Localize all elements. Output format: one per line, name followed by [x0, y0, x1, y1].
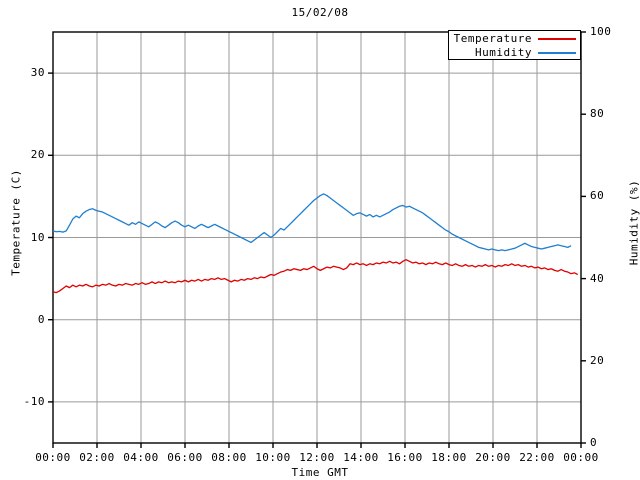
- x-tick-label: 16:00: [387, 451, 423, 464]
- x-tick-label: 14:00: [343, 451, 379, 464]
- x-tick-label: 18:00: [431, 451, 467, 464]
- axis-ticks: [48, 31, 586, 448]
- x-tick-label: 12:00: [299, 451, 335, 464]
- y-tick-label-right: 0: [590, 436, 598, 449]
- legend-item-temperature: Temperature: [449, 32, 580, 46]
- plot-frame: [52, 31, 582, 444]
- gridlines: [53, 32, 581, 443]
- legend-swatch-humidity: [538, 52, 576, 54]
- series-line-humidity: [52, 193, 572, 252]
- y-tick-label-right: 40: [590, 271, 605, 285]
- x-tick-label: 20:00: [475, 451, 511, 464]
- y-tick-label-right: 20: [590, 353, 605, 367]
- y-tick-label-right: 80: [590, 107, 605, 121]
- y-tick-label-left: 10: [30, 230, 45, 244]
- y-tick-label-left: 20: [30, 148, 45, 162]
- data-series: [52, 193, 578, 294]
- y-tick-label-right: 100: [590, 25, 612, 38]
- legend-swatch-temperature: [538, 38, 576, 40]
- x-tick-label: 10:00: [255, 451, 291, 464]
- x-tick-label: 22:00: [519, 451, 555, 464]
- legend-label-humidity: Humidity: [475, 46, 532, 59]
- legend-label-temperature: Temperature: [453, 32, 532, 45]
- chart-title: 15/02/08: [291, 6, 349, 19]
- y-tick-label-left: 30: [30, 66, 45, 80]
- legend: Temperature Humidity: [448, 30, 581, 60]
- series-line-temperature: [52, 259, 578, 294]
- y-tick-label-left: 0: [37, 312, 45, 326]
- y-tick-label-left: -10: [23, 394, 45, 408]
- x-tick-label: 00:00: [563, 451, 599, 464]
- x-tick-label: 08:00: [211, 451, 247, 464]
- x-axis-label: Time GMT: [291, 466, 349, 479]
- x-tick-label: 04:00: [123, 451, 159, 464]
- x-tick-label: 02:00: [79, 451, 115, 464]
- x-tick-label: 00:00: [35, 451, 71, 464]
- y-tick-label-right: 60: [590, 189, 605, 203]
- x-tick-label: 06:00: [167, 451, 203, 464]
- legend-item-humidity: Humidity: [449, 46, 580, 60]
